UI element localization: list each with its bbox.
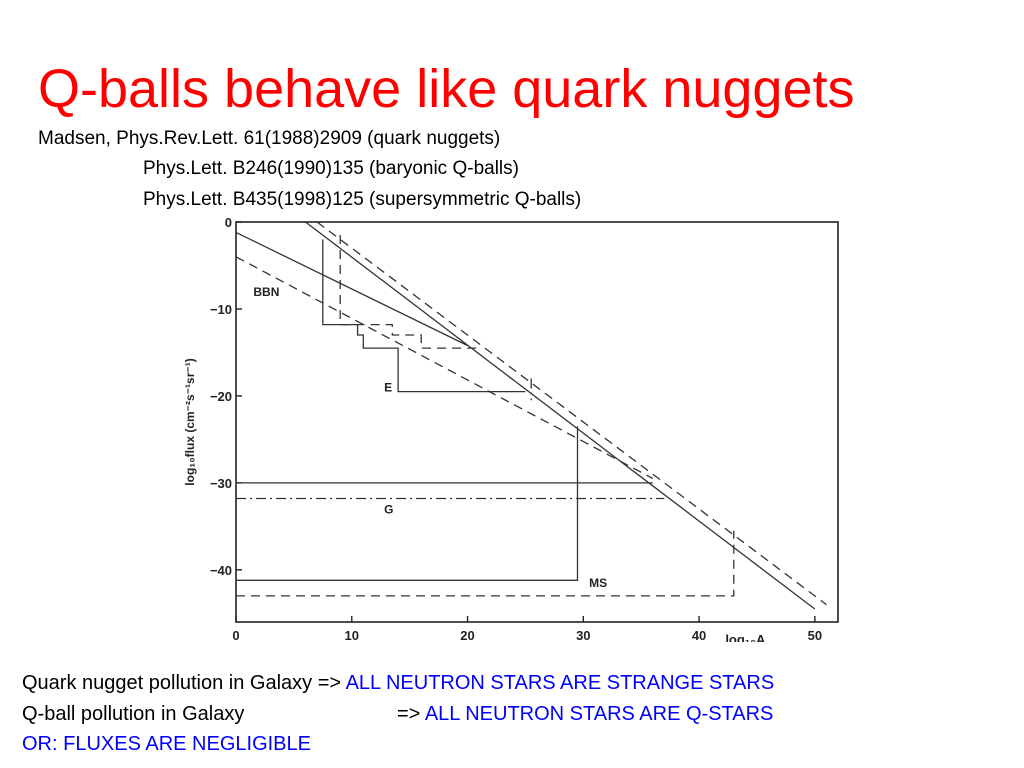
series-line-solid bbox=[322, 239, 526, 393]
reference-quark-nuggets: Madsen, Phys.Rev.Lett. 61(1988)2909 (qua… bbox=[38, 128, 501, 149]
conclusion-q-balls: Q-ball pollution in Galaxy bbox=[22, 704, 244, 724]
y-tick-label: 0 bbox=[225, 215, 232, 230]
x-tick-label: 30 bbox=[576, 628, 590, 642]
series-line-dashed bbox=[235, 256, 654, 480]
region-label-g: G bbox=[384, 502, 393, 516]
conclusion-quark-nuggets-left: Quark nugget pollution in Galaxy bbox=[22, 672, 313, 694]
series-line-solid bbox=[236, 426, 579, 581]
conclusion-q-balls-left: Q-ball pollution in Galaxy bbox=[22, 703, 245, 725]
flux-chart: 0 10 20 30 40 50 log₁₀A 0 −10 −20 −30 −40 log₁₀flux … bbox=[183, 215, 839, 642]
x-tick-label: 0 bbox=[232, 628, 239, 642]
reference-supersymmetric-q-balls: Phys.Lett. B435(1998)125 (supersymmetric… bbox=[143, 189, 582, 210]
conclusion-quark-nuggets-arrow: => bbox=[317, 672, 342, 694]
region-label-bbn: BBN bbox=[253, 285, 279, 299]
series-line-solid bbox=[305, 221, 816, 610]
y-tick-label: −40 bbox=[210, 563, 232, 578]
series-line-dashed bbox=[316, 221, 827, 606]
region-label-ms: MS bbox=[589, 576, 607, 590]
conclusion-q-balls-result: => ALL NEUTRON STARS ARE Q-STARS bbox=[397, 704, 773, 724]
x-tick-label: 10 bbox=[345, 628, 359, 642]
series-line-solid bbox=[235, 231, 468, 347]
conclusion-q-balls-arrow: => bbox=[397, 703, 421, 725]
slide-title: Q-balls behave like quark nuggets bbox=[38, 59, 855, 119]
series-line-dashed bbox=[339, 235, 480, 349]
conclusion-quark-nuggets: Quark nugget pollution in Galaxy => ALL … bbox=[22, 673, 774, 693]
x-tick-label: 20 bbox=[460, 628, 474, 642]
y-tick-label: −20 bbox=[210, 389, 232, 404]
conclusion-strange-stars: ALL NEUTRON STARS ARE STRANGE STARS bbox=[345, 672, 775, 694]
conclusion-q-stars: ALL NEUTRON STARS ARE Q-STARS bbox=[424, 703, 774, 725]
x-tick-label: 50 bbox=[808, 628, 822, 642]
final-note: OR: FLUXES ARE NEGLIGIBLE bbox=[22, 733, 311, 755]
y-tick-label: −10 bbox=[210, 302, 232, 317]
y-tick-label: −30 bbox=[210, 476, 232, 491]
y-axis-label: log₁₀flux (cm⁻²s⁻¹sr⁻¹) bbox=[183, 358, 197, 485]
plot-frame bbox=[235, 221, 839, 623]
series-line-dashed bbox=[236, 530, 735, 597]
x-axis-label: log₁₀A bbox=[725, 632, 766, 642]
x-tick-label: 40 bbox=[692, 628, 706, 642]
region-label-e: E bbox=[384, 381, 392, 395]
reference-baryonic-q-balls: Phys.Lett. B246(1990)135 (baryonic Q-bal… bbox=[143, 158, 519, 179]
